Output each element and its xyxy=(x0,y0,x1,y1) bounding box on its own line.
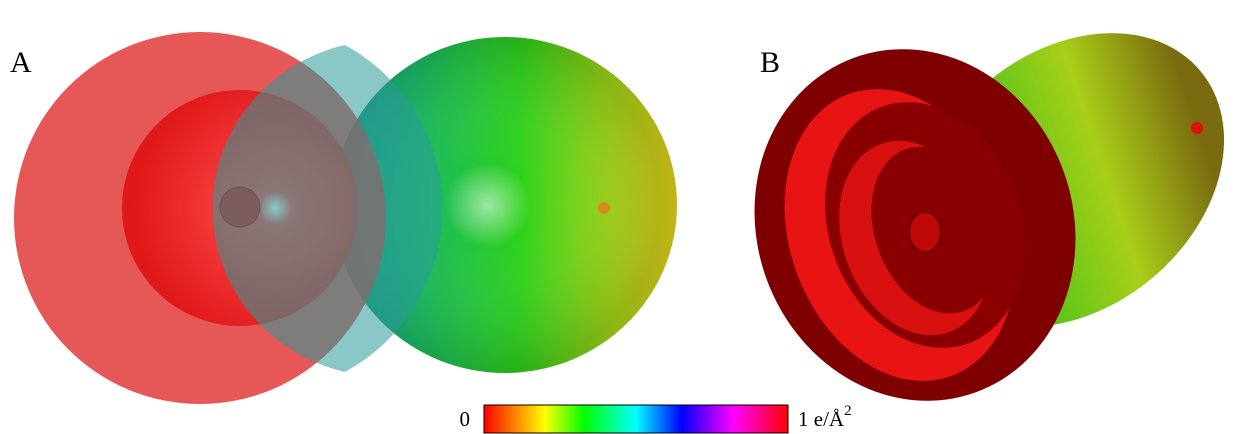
colorbar-unit-superscript: 2 xyxy=(844,403,852,419)
figure: A B 0 1 e/Å2 xyxy=(0,0,1254,434)
colorbar-max-label: 1 e/Å2 xyxy=(798,403,852,430)
render-b xyxy=(706,0,1254,434)
render-a xyxy=(14,32,677,404)
colorbar xyxy=(484,405,788,433)
colorbar-min-label: 0 xyxy=(460,407,471,431)
panel-label: A xyxy=(10,46,32,79)
panel-label: B xyxy=(760,46,780,79)
colorbar-unit: 1 e/Å xyxy=(798,407,845,431)
